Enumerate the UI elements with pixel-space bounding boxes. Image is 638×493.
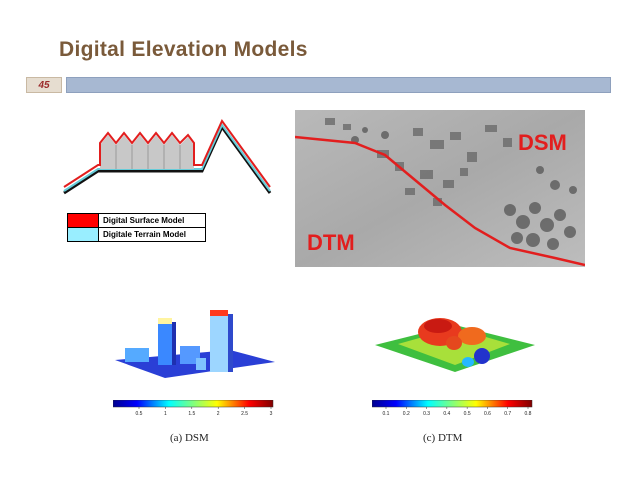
colorbar-tick-label: 0.6: [484, 411, 491, 417]
colorbar-tick-label: 0.5: [136, 411, 143, 417]
colorbar-tick-label: 2: [217, 411, 220, 417]
dsm-3d-plot: [115, 310, 275, 378]
dtm-profile-line: [63, 123, 272, 195]
dtm-caption: (c) DTM: [423, 432, 463, 444]
dtm-label: DTM: [307, 230, 355, 255]
dtm-3d-plot: [375, 318, 535, 372]
legend-swatch-cyan: [68, 228, 99, 241]
legend-item-dsm: Digital Surface Model: [68, 214, 205, 228]
dsm-caption: (a) DSM: [170, 432, 209, 444]
colorbar-tick-label: 1: [164, 411, 167, 417]
legend-label: Digitale Terrain Model: [103, 230, 186, 239]
hillshade-image: DSM DTM: [295, 110, 585, 267]
dsm-label: DSM: [518, 130, 567, 155]
colorbar-tick-label: 2.5: [241, 411, 248, 417]
profile-diagram: [63, 119, 272, 195]
colorbar-tick-label: 0.8: [525, 411, 532, 417]
legend-item-dtm: Digitale Terrain Model: [68, 228, 205, 241]
hillshade-graphic: [295, 110, 585, 267]
legend: Digital Surface Model Digitale Terrain M…: [67, 213, 206, 242]
colorbar-tick-label: 0.4: [443, 411, 450, 417]
header-bar: [66, 77, 611, 93]
dtm-colorbar: 0.1 0.2 0.3 0.4 0.5 0.6 0.7 0.8: [372, 400, 533, 417]
dsm-colorbar: 0.5 1 1.5 2 2.5 3: [113, 400, 274, 417]
colorbar-tick-label: 0.7: [504, 411, 511, 417]
colorbar-tick-label: 1.5: [188, 411, 195, 417]
legend-label: Digital Surface Model: [103, 216, 185, 225]
colorbar-tick-label: 0.2: [403, 411, 410, 417]
slide-title: Digital Elevation Models: [59, 38, 308, 61]
dsm-profile-line: [63, 119, 271, 188]
slide-number: 45: [26, 77, 62, 93]
colorbar-tick-label: 0.3: [423, 411, 430, 417]
colorbar-tick-label: 0.5: [464, 411, 471, 417]
dsm-dtm-boundary-line: [295, 135, 585, 267]
colorbar-tick-label: 3: [270, 411, 273, 417]
colorbar-tick-label: 0.1: [383, 411, 390, 417]
dsm-buildings: [100, 135, 194, 169]
legend-swatch-red: [68, 214, 99, 227]
